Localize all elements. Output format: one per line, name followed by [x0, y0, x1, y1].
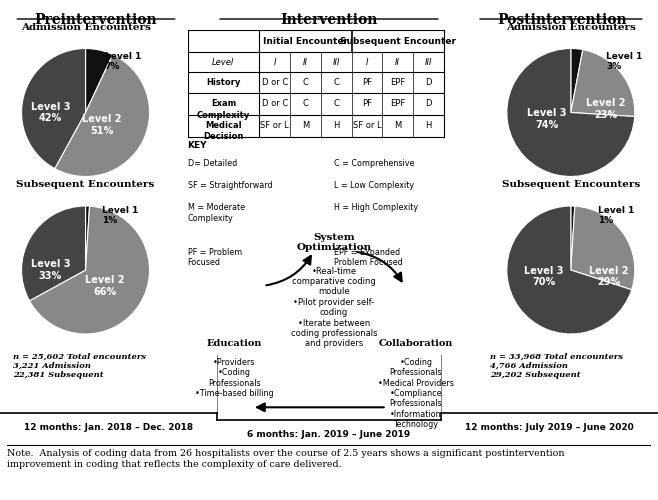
Text: Exam: Exam — [211, 99, 236, 108]
Text: Level 2
23%: Level 2 23% — [586, 98, 626, 120]
Text: Collaboration: Collaboration — [379, 339, 453, 348]
Text: C: C — [333, 78, 339, 87]
Wedge shape — [22, 206, 86, 301]
Text: Level 1
7%: Level 1 7% — [105, 52, 141, 71]
Text: D or C: D or C — [261, 78, 288, 87]
Text: Initial Encounter: Initial Encounter — [263, 36, 348, 46]
Text: I: I — [273, 58, 276, 66]
Text: SF or L: SF or L — [261, 122, 289, 130]
Wedge shape — [55, 54, 149, 176]
Title: Subsequent Encounters: Subsequent Encounters — [16, 180, 155, 189]
Text: Level 2
51%: Level 2 51% — [82, 114, 121, 136]
Text: Complexity
Medical
Decision: Complexity Medical Decision — [197, 111, 250, 140]
Text: I: I — [366, 58, 368, 66]
Text: M: M — [302, 122, 309, 130]
Text: D or C: D or C — [261, 99, 288, 108]
Text: Level 3
33%: Level 3 33% — [30, 259, 70, 281]
Text: D: D — [425, 99, 432, 108]
Text: EPF: EPF — [390, 99, 405, 108]
Text: M: M — [394, 122, 401, 130]
Text: C: C — [303, 99, 309, 108]
Text: History: History — [206, 78, 241, 87]
Wedge shape — [570, 48, 583, 112]
Text: n = 33,968 Total encounters
4,766 Admission
29,202 Subsequent: n = 33,968 Total encounters 4,766 Admiss… — [490, 352, 623, 379]
Wedge shape — [30, 206, 149, 334]
Text: D: D — [425, 78, 432, 87]
Text: 12 months: Jan. 2018 – Dec. 2018: 12 months: Jan. 2018 – Dec. 2018 — [24, 424, 193, 432]
Text: Level 1
1%: Level 1 1% — [598, 206, 634, 226]
Text: H: H — [425, 122, 432, 130]
Text: Level 1
3%: Level 1 3% — [606, 52, 642, 71]
Text: III: III — [332, 58, 340, 66]
Text: •Coding
Professionals
•Medical Providers
•Compliance
Professionals
•Information
: •Coding Professionals •Medical Providers… — [378, 358, 454, 430]
Text: Level 3
42%: Level 3 42% — [30, 102, 70, 124]
Text: Note.  Analysis of coding data from 26 hospitalists over the course of 2.5 years: Note. Analysis of coding data from 26 ho… — [7, 450, 564, 469]
Text: •Providers
•Coding
Professionals
•Time-based billing: •Providers •Coding Professionals •Time-b… — [195, 358, 274, 398]
Text: III: III — [424, 58, 432, 66]
Text: PF: PF — [362, 99, 372, 108]
Text: Level 2
66%: Level 2 66% — [85, 275, 124, 297]
Text: Education: Education — [207, 339, 262, 348]
Text: H = High Complexity: H = High Complexity — [334, 203, 418, 212]
Title: Subsequent Encounters: Subsequent Encounters — [501, 180, 640, 189]
Text: 6 months: Jan. 2019 – June 2019: 6 months: Jan. 2019 – June 2019 — [247, 430, 411, 439]
Wedge shape — [570, 206, 575, 270]
Title: Admission Encounters: Admission Encounters — [506, 22, 636, 32]
Text: Level: Level — [213, 58, 234, 66]
Text: II: II — [395, 58, 400, 66]
Text: EPF: EPF — [390, 78, 405, 87]
Text: SF or L: SF or L — [353, 122, 381, 130]
Text: 12 months: July 2019 – June 2020: 12 months: July 2019 – June 2020 — [465, 424, 634, 432]
Text: Level 3
74%: Level 3 74% — [527, 108, 567, 130]
Wedge shape — [507, 48, 635, 176]
Text: PF: PF — [362, 78, 372, 87]
Text: Subsequent Encounter: Subsequent Encounter — [340, 36, 455, 46]
Wedge shape — [86, 48, 113, 112]
Text: System
Optimization: System Optimization — [296, 232, 372, 252]
Text: EPF = Expanded
Problem Focused: EPF = Expanded Problem Focused — [334, 248, 403, 267]
Text: D= Detailed: D= Detailed — [188, 159, 237, 168]
Wedge shape — [570, 50, 635, 116]
Wedge shape — [86, 206, 89, 270]
Text: C: C — [303, 78, 309, 87]
Text: C: C — [333, 99, 339, 108]
Title: Admission Encounters: Admission Encounters — [20, 22, 151, 32]
Text: L = Low Complexity: L = Low Complexity — [334, 181, 414, 190]
Text: •Real-time
comparative coding
module
•Pilot provider self-
coding
•Iterate betwe: •Real-time comparative coding module •Pi… — [291, 266, 377, 348]
Text: II: II — [303, 58, 308, 66]
Wedge shape — [507, 206, 632, 334]
Text: Intervention: Intervention — [280, 12, 378, 26]
Text: KEY: KEY — [188, 140, 207, 149]
Text: Level 2
29%: Level 2 29% — [590, 266, 629, 287]
Text: Level 3
70%: Level 3 70% — [524, 266, 563, 287]
Text: Level 1
1%: Level 1 1% — [101, 206, 138, 226]
Text: C = Comprehensive: C = Comprehensive — [334, 159, 415, 168]
Text: H: H — [333, 122, 340, 130]
Wedge shape — [570, 206, 635, 290]
Text: SF = Straightforward: SF = Straightforward — [188, 181, 272, 190]
Text: PF = Problem
Focused: PF = Problem Focused — [188, 248, 241, 267]
Text: Postintervention: Postintervention — [498, 12, 627, 26]
Wedge shape — [22, 48, 86, 168]
Text: M = Moderate
Complexity: M = Moderate Complexity — [188, 203, 245, 222]
Text: Preintervention: Preintervention — [34, 12, 157, 26]
Text: n = 25,602 Total encounters
3,221 Admission
22,381 Subsequent: n = 25,602 Total encounters 3,221 Admiss… — [13, 352, 146, 379]
